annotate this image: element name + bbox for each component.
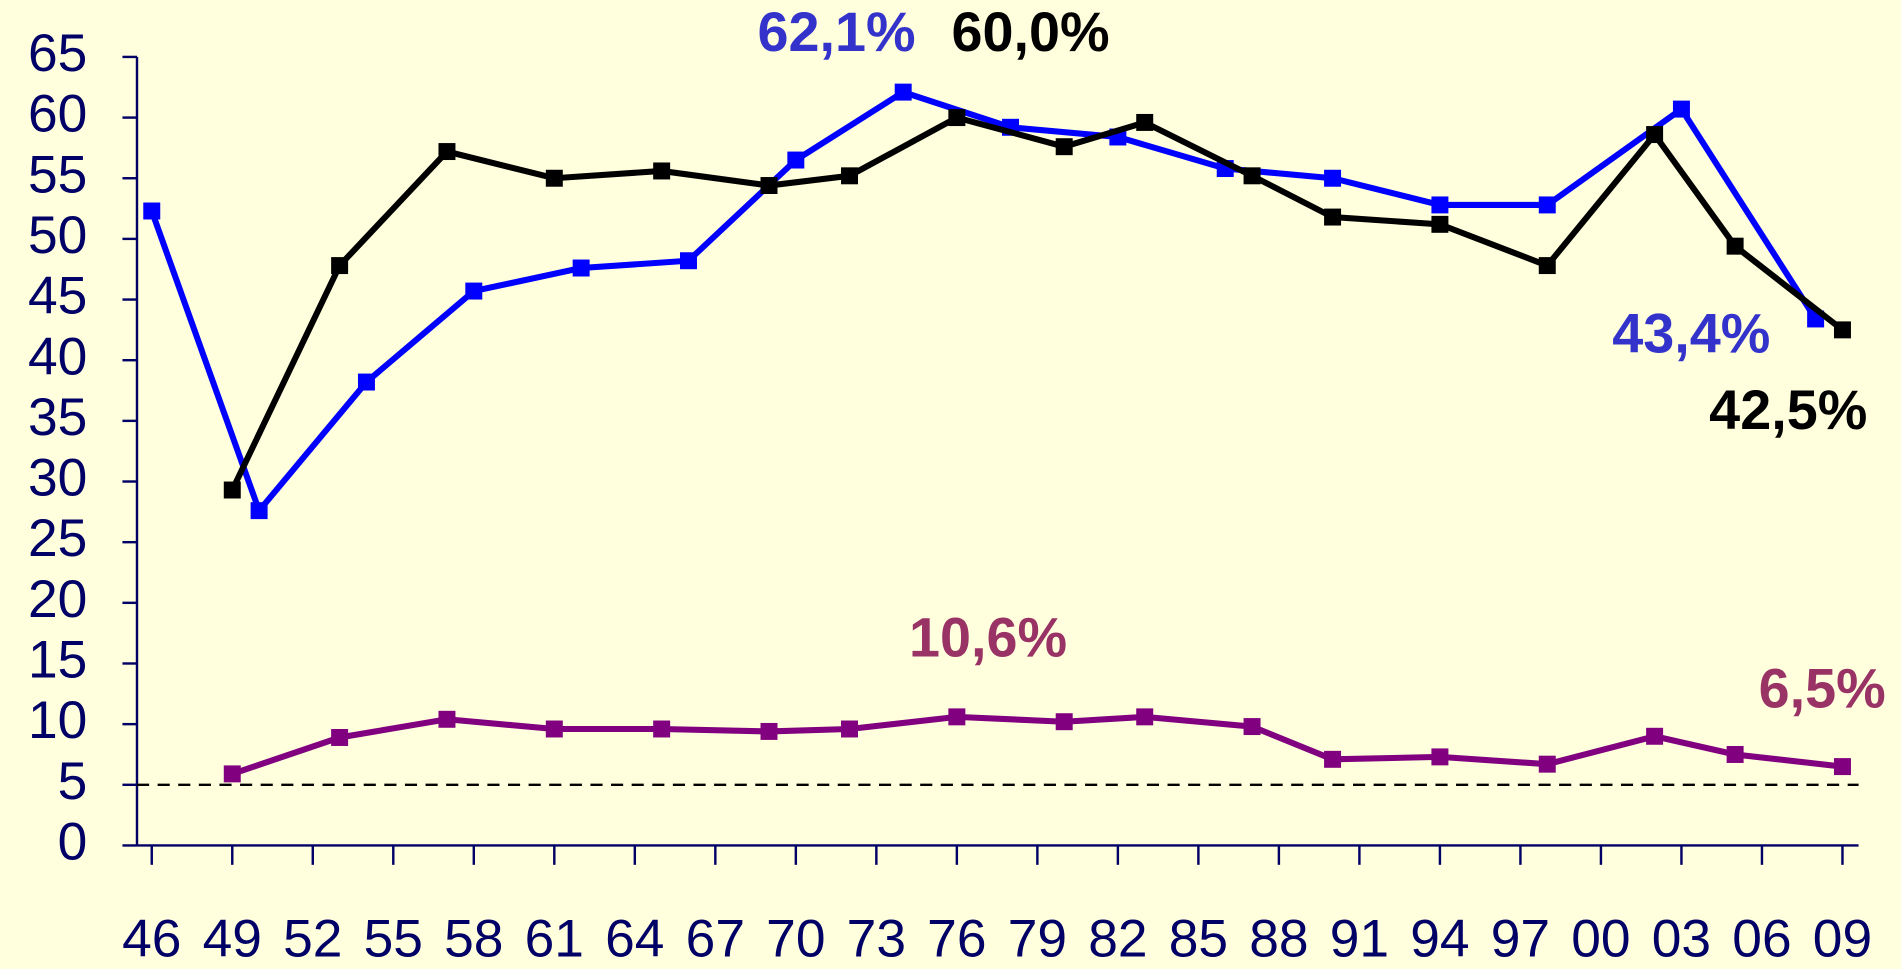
y-tick-label: 65 xyxy=(28,24,87,83)
point-marker xyxy=(223,765,241,783)
point-marker xyxy=(680,252,697,270)
point-marker xyxy=(1431,215,1449,233)
point-marker xyxy=(1324,208,1342,226)
point-marker xyxy=(841,167,858,185)
point-marker xyxy=(1672,100,1690,118)
point-marker xyxy=(545,169,563,187)
point-marker xyxy=(1243,718,1261,736)
point-marker xyxy=(787,151,805,169)
point-marker xyxy=(572,259,590,277)
y-tick-label: 45 xyxy=(28,267,87,326)
point-marker xyxy=(1726,237,1744,255)
point-marker xyxy=(143,202,161,220)
point-marker xyxy=(1646,727,1664,745)
x-tick-label: 94 xyxy=(1410,909,1469,968)
x-tick-label: 00 xyxy=(1571,909,1630,968)
point-marker xyxy=(223,481,241,499)
point-marker xyxy=(1431,196,1449,214)
y-tick-label: 10 xyxy=(28,691,87,750)
y-tick-label: 15 xyxy=(28,631,87,690)
x-tick-label: 61 xyxy=(525,909,584,968)
point-marker xyxy=(894,83,912,101)
annotation: 6,5% xyxy=(1759,658,1886,720)
point-marker xyxy=(438,710,456,728)
point-marker xyxy=(1646,126,1664,144)
x-tick-label: 46 xyxy=(122,909,181,968)
point-marker xyxy=(1324,750,1342,768)
point-marker xyxy=(948,708,966,726)
x-tick-label: 03 xyxy=(1652,909,1711,968)
point-marker xyxy=(1833,321,1851,339)
point-marker xyxy=(1538,257,1556,275)
x-tick-label: 09 xyxy=(1813,909,1872,968)
point-marker xyxy=(331,729,349,746)
annotation: 62,1% xyxy=(757,1,915,63)
series-line xyxy=(148,88,1819,517)
point-marker xyxy=(250,502,268,520)
annotation: 43,4% xyxy=(1612,303,1770,365)
point-marker xyxy=(1136,113,1154,131)
point-marker xyxy=(1431,748,1449,766)
point-marker xyxy=(1136,708,1154,726)
point-marker xyxy=(1055,713,1073,731)
point-marker xyxy=(841,720,858,738)
point-marker xyxy=(1324,169,1342,187)
point-marker xyxy=(1055,138,1073,156)
y-tick-label: 55 xyxy=(28,145,87,204)
series-line xyxy=(229,114,1845,492)
point-marker xyxy=(760,177,778,194)
point-marker xyxy=(653,162,671,180)
y-tick-label: 20 xyxy=(28,570,87,629)
point-marker xyxy=(760,722,778,740)
x-tick-label: 49 xyxy=(203,909,262,968)
point-marker xyxy=(465,282,483,300)
x-tick-label: 64 xyxy=(605,909,664,968)
x-tick-label: 76 xyxy=(927,909,986,968)
point-marker xyxy=(1538,755,1556,773)
y-tick-label: 40 xyxy=(28,327,87,386)
point-marker xyxy=(331,257,349,275)
point-marker xyxy=(357,373,375,391)
x-tick-label: 58 xyxy=(444,909,503,968)
series-line xyxy=(231,713,1843,777)
x-tick-label: 79 xyxy=(1008,909,1067,968)
y-tick-label: 25 xyxy=(28,509,87,568)
y-tick-label: 5 xyxy=(58,752,88,811)
point-marker xyxy=(1833,758,1851,776)
x-tick-label: 85 xyxy=(1169,909,1228,968)
point-marker xyxy=(948,109,966,127)
annotation: 10,6% xyxy=(909,607,1067,669)
point-marker xyxy=(653,720,671,738)
x-tick-label: 88 xyxy=(1249,909,1308,968)
annotation: 60,0% xyxy=(951,1,1109,63)
x-tick-label: 73 xyxy=(847,909,906,968)
y-tick-label: 35 xyxy=(28,388,87,447)
x-tick-label: 82 xyxy=(1088,909,1147,968)
point-marker xyxy=(438,143,456,161)
point-marker xyxy=(1538,196,1556,214)
y-tick-label: 0 xyxy=(58,813,88,872)
point-marker xyxy=(545,720,563,738)
x-tick-label: 06 xyxy=(1732,909,1791,968)
x-tick-label: 97 xyxy=(1491,909,1550,968)
x-tick-label: 55 xyxy=(364,909,423,968)
y-tick-label: 50 xyxy=(28,206,87,265)
y-tick-label: 60 xyxy=(28,85,87,144)
x-tick-label: 70 xyxy=(766,909,825,968)
x-tick-label: 67 xyxy=(686,909,745,968)
point-marker xyxy=(1243,167,1261,185)
point-marker xyxy=(1726,745,1744,763)
x-tick-label: 52 xyxy=(283,909,342,968)
annotation: 42,5% xyxy=(1709,379,1867,441)
y-tick-label: 30 xyxy=(28,449,87,508)
x-tick-label: 91 xyxy=(1330,909,1389,968)
